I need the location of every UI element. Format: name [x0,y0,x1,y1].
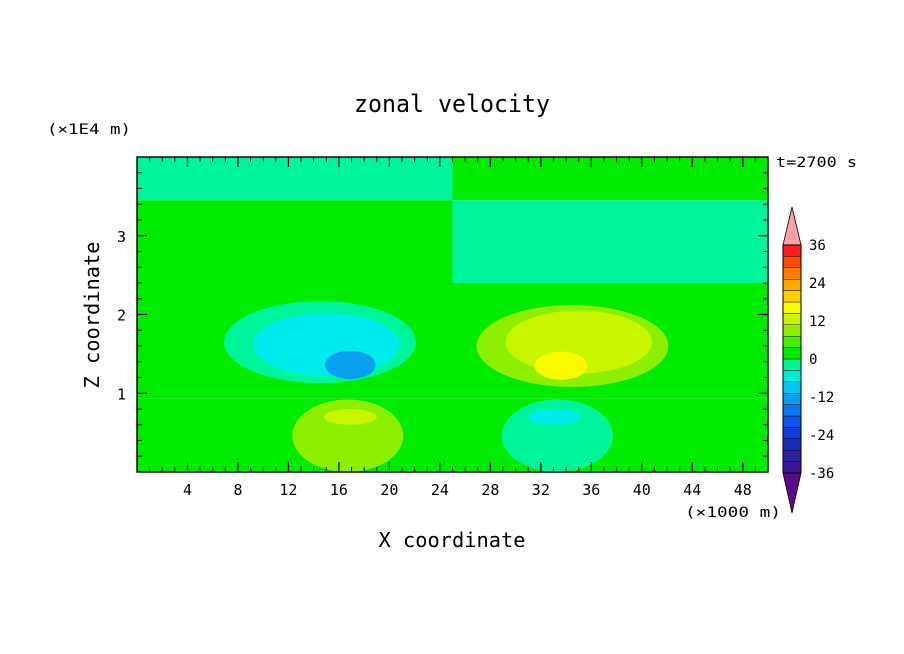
x-tick-label: 8 [233,481,242,499]
x-axis-label: X coordinate [379,528,526,552]
colorbar-segment [782,301,802,314]
contour-feature-2 [325,350,376,380]
colorbar-segment [782,336,802,348]
colorbar: 36 24 12 0 -12 -24 -36 [782,206,834,514]
y-axis-unit: (×1E4 m) [47,122,131,138]
colorbar-tick-label: -36 [809,466,834,482]
colorbar-max-arrow [782,206,802,246]
colorbar-segment [782,267,802,280]
colorbar-tick-label: 0 [809,352,817,368]
colorbar-frame [782,244,802,474]
x-tick-label: 44 [683,481,701,499]
colorbar-tick-label: -12 [809,390,834,406]
colorbar-segment [782,415,802,428]
colorbar-min-arrow [782,472,802,514]
colorbar-segment [782,290,802,303]
y-tick-label: 3 [117,228,126,246]
band-1-left [137,200,453,283]
x-tick-label: 36 [582,481,600,499]
y-tick-label: 2 [117,307,126,325]
colorbar-segment [782,256,802,268]
colorbar-tick-label: 12 [809,314,826,330]
colorbar-segment [782,381,802,394]
contour-feature-7 [323,409,377,425]
colorbar-segment [782,347,802,360]
colorbar-segment [782,393,802,405]
colorbar-segment [782,404,802,417]
colorbar-segment [782,450,802,462]
x-tick-label: 20 [380,481,398,499]
band-1-right [452,200,768,283]
y-axis-label: Z coordinate [80,242,104,389]
band-0-left [137,157,453,201]
colorbar-tick-label: 36 [809,238,826,254]
chart-title: zonal velocity [354,90,550,118]
colorbar-segment [782,358,802,371]
colorbar-segment [782,427,802,439]
x-tick-label: 4 [183,481,192,499]
x-axis: 4 8 12 16 20 24 28 32 36 40 44 48 [149,157,756,499]
colorbar-segment [782,324,802,337]
contour-field [137,157,768,472]
colorbar-segment [782,370,802,382]
x-tick-label: 28 [481,481,499,499]
time-label: t=2700 s [776,155,857,171]
colorbar-segment [782,461,802,474]
x-tick-label: 32 [532,481,550,499]
colorbar-segment [782,438,802,451]
x-tick-label: 16 [330,481,348,499]
colorbar-tick-label: -24 [809,428,834,444]
y-tick-label: 1 [117,385,126,403]
x-tick-label: 40 [633,481,651,499]
x-tick-label: 12 [279,481,297,499]
colorbar-segment [782,244,802,257]
y-axis: 1 2 3 [117,172,768,457]
x-tick-label: 24 [431,481,449,499]
contour-feature-9 [528,409,582,425]
colorbar-tick-label: 24 [809,276,826,292]
band-0-right [452,157,768,201]
x-tick-label: 48 [734,481,752,499]
contour-feature-5 [534,351,588,380]
colorbar-segment [782,279,802,291]
colorbar-segment [782,313,802,325]
x-axis-unit: (×1000 m) [685,505,781,521]
